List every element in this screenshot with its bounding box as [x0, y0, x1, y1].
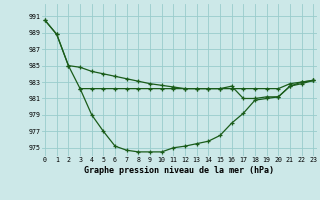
X-axis label: Graphe pression niveau de la mer (hPa): Graphe pression niveau de la mer (hPa): [84, 166, 274, 175]
